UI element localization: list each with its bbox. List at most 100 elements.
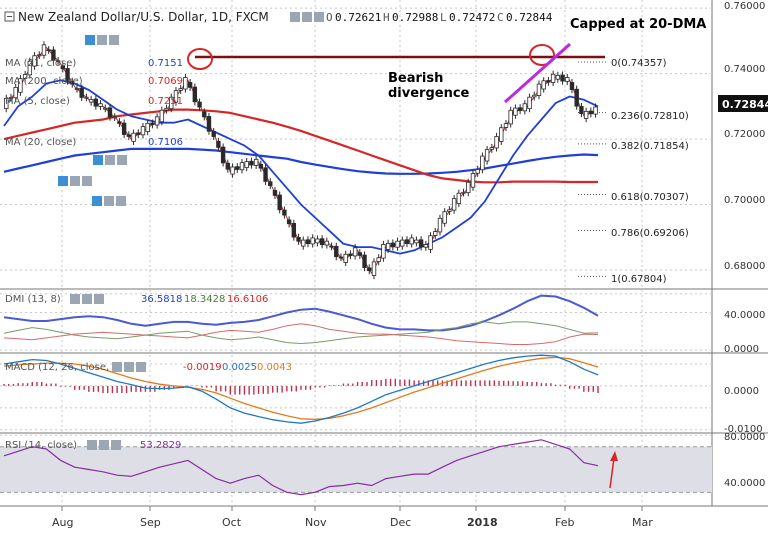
ohlc-l-label: L	[440, 11, 447, 24]
legend-ma21-label: MA (21, close)	[5, 58, 76, 69]
candle-body	[253, 158, 259, 166]
candle-body	[230, 166, 235, 175]
candle-body	[235, 166, 240, 170]
candle-body	[65, 68, 70, 82]
add-icon[interactable]	[124, 362, 134, 372]
add-icon[interactable]	[82, 294, 92, 304]
dmi-legend: DMI (13, 8) 36.5818 18.3428 16.6106	[5, 294, 268, 305]
settings-icon[interactable]	[87, 440, 97, 450]
settings-icon[interactable]	[85, 35, 95, 45]
ohlc-values: O 0.72621 H 0.72988 L 0.72472 C 0.72844	[326, 11, 553, 24]
macd-tick-neg: -0.0100	[724, 424, 763, 435]
candle-body	[560, 74, 565, 82]
candle-body	[187, 82, 193, 88]
settings-icon[interactable]	[112, 362, 122, 372]
candle-body	[150, 122, 155, 126]
candle-body	[32, 55, 37, 67]
macd-axis: 0.0000 -0.0100	[724, 386, 763, 435]
candle-body	[579, 106, 584, 114]
expand-icon[interactable]	[94, 294, 104, 304]
price-tick-0720: 0.72000	[724, 129, 765, 140]
candle-body	[22, 74, 28, 79]
candle-body	[244, 161, 249, 168]
instrument-title: New Zealand Dollar/U.S. Dollar, 1D, FXCM	[18, 10, 269, 24]
dmi-adx-value: 36.5818	[141, 294, 182, 305]
legend-ma200-value: 0.7069	[148, 76, 183, 87]
candle-body	[13, 86, 18, 99]
last-price-value: 0.72844	[722, 98, 768, 111]
settings-icon[interactable]	[70, 294, 80, 304]
candle-body	[489, 147, 495, 150]
candle-body	[272, 190, 278, 196]
candle-body	[315, 238, 320, 244]
candle-body	[555, 74, 561, 80]
price-tick-0700: 0.70000	[724, 195, 765, 206]
candle-body	[499, 127, 504, 142]
add-icon[interactable]	[302, 12, 312, 22]
ma200-line	[3, 108, 598, 184]
expand-icon[interactable]	[117, 155, 127, 165]
candle-body	[376, 257, 381, 263]
expand-icon[interactable]	[136, 362, 146, 372]
price-tick-0740: 0.74000	[724, 64, 765, 75]
candle-body	[574, 88, 579, 107]
rsi-axis: 80.0000 40.0000	[724, 432, 765, 489]
candle-body	[451, 198, 457, 211]
candle-body	[206, 116, 212, 132]
add-icon[interactable]	[104, 196, 114, 206]
macd-tool-icons[interactable]	[112, 362, 146, 372]
year-label-2018: 2018	[467, 516, 498, 529]
candle-body	[433, 231, 438, 236]
candlesticks	[4, 41, 598, 280]
candle-body	[442, 211, 447, 224]
candle-body	[527, 96, 532, 110]
rsi-tool-icons[interactable]	[87, 440, 121, 450]
candle-body	[480, 155, 485, 171]
dmi-adx-line	[3, 294, 599, 332]
rsi-tick-80: 80.0000	[724, 432, 765, 443]
fib-label-382: 0.382(0.71854)	[611, 141, 689, 152]
macd-line-value: 0.0025	[222, 362, 257, 373]
ma21-line	[3, 79, 599, 255]
candle-body	[249, 160, 254, 166]
expand-icon[interactable]	[109, 35, 119, 45]
panel-frames	[0, 0, 768, 507]
time-axis: Aug Sep Oct Nov Dec 2018 Feb Mar	[52, 516, 653, 529]
settings-icon[interactable]	[92, 196, 102, 206]
candle-body	[268, 181, 273, 186]
add-icon[interactable]	[105, 155, 115, 165]
candle-body	[145, 122, 150, 132]
macd-lines	[3, 354, 599, 424]
candle-body	[131, 132, 136, 142]
month-label-oct: Oct	[222, 516, 242, 529]
divergence-trendline	[504, 42, 571, 104]
rsi-tick-40: 40.0000	[724, 478, 765, 489]
add-icon[interactable]	[70, 176, 80, 186]
header-tool-icons[interactable]	[290, 12, 324, 22]
settings-icon[interactable]	[93, 155, 103, 165]
candle-body	[41, 44, 47, 56]
candle-body	[183, 77, 188, 90]
candle-body	[310, 237, 315, 245]
candle-body	[8, 97, 14, 99]
candle-body	[565, 77, 570, 82]
candle-body	[437, 217, 443, 233]
expand-icon[interactable]	[314, 12, 324, 22]
settings-icon[interactable]	[58, 176, 68, 186]
candle-body	[395, 240, 400, 248]
candle-body	[192, 86, 198, 103]
expand-icon[interactable]	[82, 176, 92, 186]
add-icon[interactable]	[99, 440, 109, 450]
expand-icon[interactable]	[116, 196, 126, 206]
candle-body	[305, 239, 311, 244]
legend-ma21-value: 0.7151	[148, 58, 183, 69]
candle-body	[239, 162, 245, 171]
settings-icon[interactable]	[290, 12, 300, 22]
candle-body	[418, 239, 424, 248]
candle-body	[282, 209, 287, 216]
add-icon[interactable]	[97, 35, 107, 45]
candle-body	[98, 103, 103, 107]
expand-icon[interactable]	[111, 440, 121, 450]
dmi-tool-icons[interactable]	[70, 294, 104, 304]
legend-tool-icons[interactable]	[58, 35, 127, 206]
